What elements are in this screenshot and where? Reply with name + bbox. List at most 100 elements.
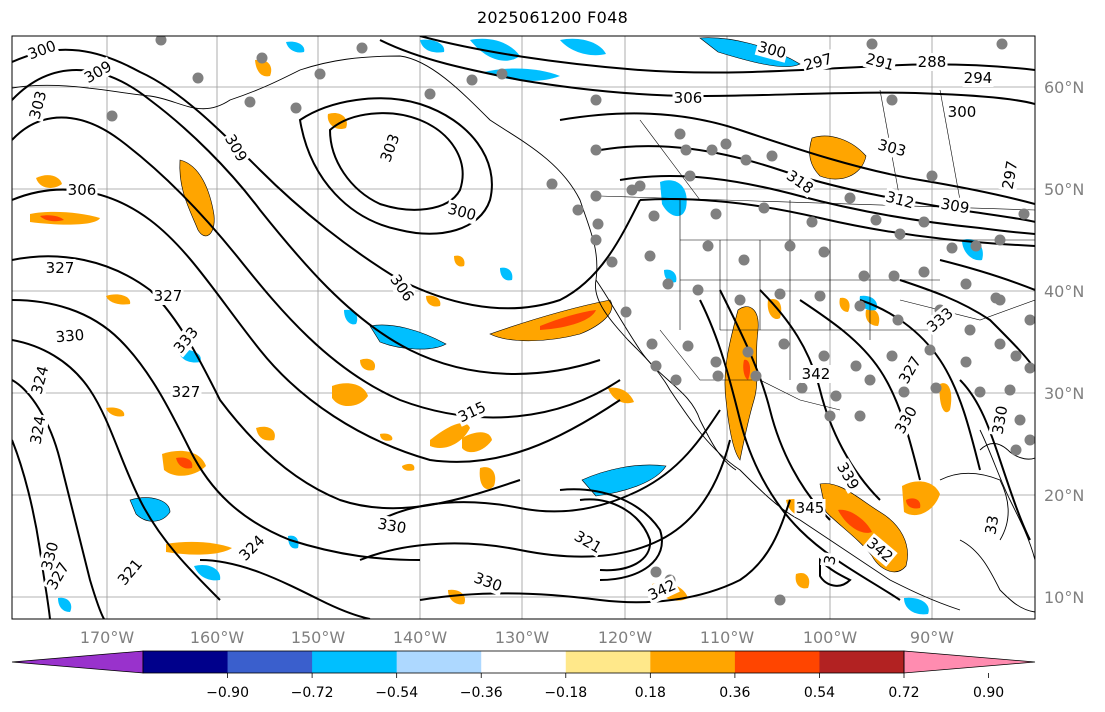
station-dot xyxy=(924,344,936,356)
station-dot xyxy=(960,278,972,290)
contour-label: 294 xyxy=(962,69,994,87)
lat-label: 20°N xyxy=(1044,486,1084,505)
svg-text:330: 330 xyxy=(55,326,85,346)
station-dot xyxy=(702,240,714,252)
contour-label: 300 xyxy=(946,103,978,121)
colorbar-segment xyxy=(396,651,482,673)
station-dot xyxy=(818,246,830,258)
station-dot xyxy=(290,102,302,114)
contour-label: 342 xyxy=(800,365,832,383)
station-dot xyxy=(866,38,878,50)
contour-label: 3 xyxy=(820,552,840,568)
station-dot xyxy=(192,72,204,84)
lat-label: 10°N xyxy=(1044,588,1084,607)
lon-label: 150°W xyxy=(291,628,346,647)
colorbar-segment xyxy=(227,651,313,673)
station-dot xyxy=(994,294,1006,306)
lon-label: 160°W xyxy=(190,628,245,647)
shading-positive xyxy=(30,59,952,605)
station-dot xyxy=(850,360,862,372)
lon-label: 110°W xyxy=(700,628,755,647)
station-dot xyxy=(620,306,632,318)
lat-label: 50°N xyxy=(1044,180,1084,199)
contour-label: 330 xyxy=(375,514,409,538)
station-dot xyxy=(712,370,724,382)
map-title: 2025061200 F048 xyxy=(476,8,629,27)
station-dot xyxy=(742,346,754,358)
lon-axis-labels: 170°W 160°W 150°W 140°W 130°W 120°W 110°W 100°W… xyxy=(80,628,954,647)
station-dot xyxy=(244,96,256,108)
station-dot xyxy=(946,242,958,254)
station-dot xyxy=(892,314,904,326)
colorbar-tick-label: 0.54 xyxy=(804,685,835,701)
colorbar-segment xyxy=(734,651,820,673)
contour-label: 327 xyxy=(44,259,76,277)
colorbar-tick-label: −0.90 xyxy=(206,685,249,701)
contour-label: 330 xyxy=(988,403,1012,437)
contour-label: 306 xyxy=(672,89,704,107)
station-dot xyxy=(926,170,938,182)
lat-label: 40°N xyxy=(1044,282,1084,301)
colorbar: −0.90 −0.72 −0.54 −0.36 −0.18 0.18 0.36 0.54 0.7… xyxy=(11,650,1036,701)
station-dot xyxy=(864,374,876,386)
station-dot xyxy=(870,214,882,226)
colorbar-tick-label: 0.18 xyxy=(635,685,666,701)
station-dot xyxy=(256,52,268,64)
shading-negative xyxy=(58,37,983,615)
svg-text:33: 33 xyxy=(981,514,1002,536)
station-dot xyxy=(648,210,660,222)
station-dot xyxy=(646,338,658,350)
station-dot xyxy=(424,88,436,100)
svg-text:330: 330 xyxy=(989,404,1012,435)
station-dot xyxy=(356,42,368,54)
station-dot xyxy=(1010,350,1022,362)
colorbar-segment xyxy=(143,651,229,673)
contour-label: 33 xyxy=(981,512,1003,538)
station-dot xyxy=(106,110,118,122)
svg-text:330: 330 xyxy=(376,515,407,538)
svg-text:294: 294 xyxy=(964,69,993,87)
svg-text:309: 309 xyxy=(939,195,970,218)
station-dot xyxy=(784,240,796,252)
station-dot xyxy=(970,240,982,252)
contour-label: 300 xyxy=(444,199,480,225)
svg-text:306: 306 xyxy=(674,89,703,107)
station-dot xyxy=(592,218,604,230)
station-dot xyxy=(894,228,906,240)
svg-text:327: 327 xyxy=(154,287,183,305)
station-dot xyxy=(650,566,662,578)
contour-label: 309 xyxy=(938,194,972,218)
station-dot xyxy=(606,256,618,268)
svg-text:297: 297 xyxy=(999,159,1022,190)
station-dot xyxy=(706,144,718,156)
station-dot xyxy=(1024,362,1035,374)
colorbar-tick-label: −0.36 xyxy=(460,685,503,701)
station-dot xyxy=(680,144,692,156)
colorbar-segment xyxy=(819,651,905,673)
station-dot xyxy=(818,350,830,362)
station-dot xyxy=(974,386,986,398)
station-dot xyxy=(824,410,836,422)
contour-label: 306 xyxy=(66,181,98,199)
station-dot xyxy=(1018,208,1030,220)
station-dot xyxy=(886,350,898,362)
station-dot xyxy=(996,38,1008,50)
contour-label: 330 xyxy=(53,325,87,347)
station-dot xyxy=(814,290,826,302)
station-dot xyxy=(918,266,930,278)
svg-text:324: 324 xyxy=(27,414,50,445)
station-dot xyxy=(650,360,662,372)
contour-label: 297 xyxy=(998,158,1022,192)
station-dot xyxy=(1024,314,1035,326)
station-dot xyxy=(898,386,910,398)
station-dot xyxy=(806,216,818,228)
lon-label: 100°W xyxy=(803,628,858,647)
station-dot xyxy=(1004,384,1016,396)
svg-text:327: 327 xyxy=(172,383,201,401)
station-dot xyxy=(766,150,778,162)
station-dot xyxy=(674,128,686,140)
station-dot xyxy=(918,216,930,228)
colorbar-tick-label: −0.54 xyxy=(375,685,418,701)
station-dot xyxy=(774,594,786,606)
